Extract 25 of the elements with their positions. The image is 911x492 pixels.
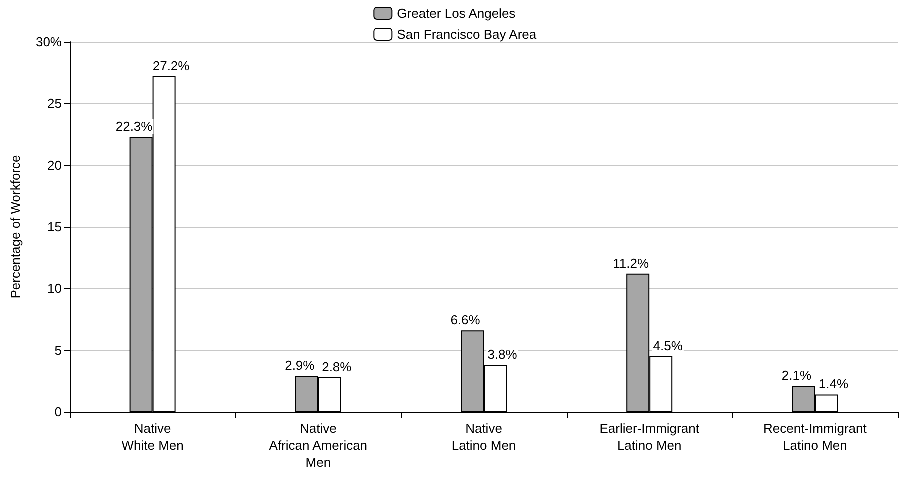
x-tick-label: Native White Men [122, 421, 184, 453]
data-label: 22.3% [116, 118, 154, 134]
y-tick-label: 10 [48, 281, 62, 296]
y-axis-title: Percentage of Workforce [8, 155, 23, 299]
legend-label: Greater Los Angeles [397, 6, 516, 21]
data-label: 4.5% [653, 338, 684, 354]
y-tick-label: 0 [54, 404, 62, 420]
data-label: 2.1% [782, 368, 812, 384]
data-label: 3.8% [488, 347, 518, 362]
legend-label: San Francisco Bay Area [397, 27, 538, 42]
y-tick-label: 30% [36, 34, 62, 50]
data-label: 2.9% [285, 358, 316, 374]
x-tick-label: Native Latino Men [452, 421, 516, 453]
y-tick-label: 20 [48, 158, 62, 173]
data-label: 2.8% [322, 359, 352, 374]
x-tick-label: Recent-Immigrant Latino Men [764, 421, 868, 453]
data-label: 27.2% [152, 58, 190, 74]
data-label: 1.4% [818, 376, 849, 392]
data-label: 6.6% [450, 312, 481, 328]
x-tick-label: Earlier-Immigrant Latino Men [600, 421, 700, 453]
x-tick-label: Native African American Men [269, 421, 368, 470]
data-label: 11.2% [613, 256, 650, 271]
y-tick-label: 5 [54, 342, 62, 358]
y-tick-label: 25 [48, 96, 62, 112]
y-tick-label: 15 [48, 220, 62, 234]
